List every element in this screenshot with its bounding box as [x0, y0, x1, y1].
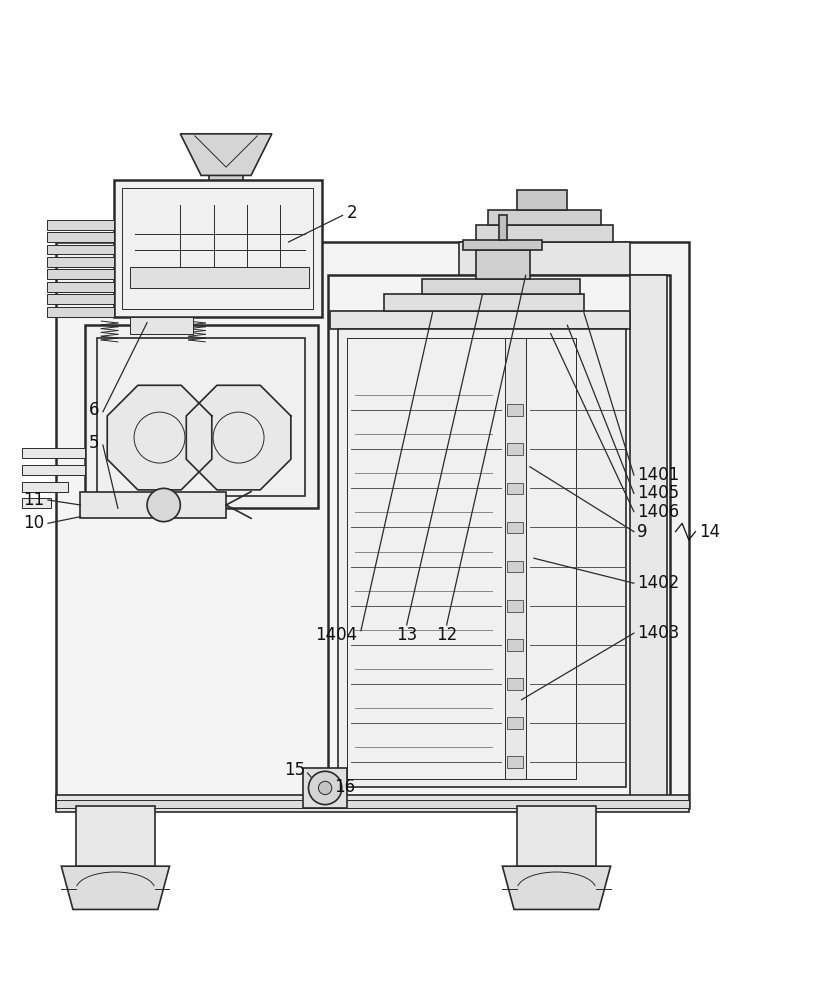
Text: 12: 12 — [436, 626, 458, 644]
Polygon shape — [186, 385, 291, 490]
Bar — [205, 198, 247, 205]
Bar — [507, 443, 524, 455]
Bar — [23, 465, 84, 475]
Bar — [459, 242, 630, 275]
Bar — [130, 317, 193, 334]
Bar — [303, 768, 347, 808]
Bar — [76, 806, 155, 866]
Text: 13: 13 — [396, 626, 418, 644]
Bar — [507, 639, 524, 651]
Polygon shape — [61, 866, 170, 909]
Polygon shape — [503, 866, 610, 909]
Bar — [488, 210, 600, 225]
Circle shape — [318, 781, 331, 795]
Bar — [630, 275, 667, 808]
Text: 1404: 1404 — [316, 626, 357, 644]
Bar — [80, 492, 226, 518]
Bar — [507, 678, 524, 690]
Text: 1402: 1402 — [637, 574, 680, 592]
Circle shape — [147, 488, 180, 522]
Bar — [47, 282, 114, 292]
Bar — [330, 311, 630, 329]
Bar — [56, 242, 689, 808]
Bar — [23, 448, 84, 458]
Bar — [47, 307, 114, 317]
Text: 14: 14 — [699, 523, 720, 541]
Bar — [463, 240, 543, 250]
Bar — [518, 190, 567, 210]
Bar — [122, 188, 313, 309]
Bar — [347, 338, 575, 779]
Bar — [384, 294, 584, 311]
Bar — [47, 294, 114, 304]
Text: 9: 9 — [637, 523, 648, 541]
Bar — [23, 482, 68, 492]
Bar — [47, 257, 114, 267]
Bar — [97, 338, 305, 496]
Bar — [338, 329, 625, 787]
Bar — [507, 483, 524, 494]
Text: 1406: 1406 — [637, 503, 680, 521]
Bar — [507, 404, 524, 416]
Bar — [84, 325, 317, 508]
Text: 1405: 1405 — [637, 484, 680, 502]
Polygon shape — [180, 134, 272, 175]
Bar — [23, 498, 51, 508]
Bar — [507, 522, 524, 533]
Bar — [499, 215, 508, 240]
Bar — [210, 175, 243, 200]
Text: 2: 2 — [347, 204, 357, 222]
Text: 5: 5 — [89, 434, 99, 452]
Bar — [518, 806, 596, 866]
Circle shape — [308, 771, 342, 805]
Bar — [130, 267, 309, 288]
Polygon shape — [107, 385, 212, 490]
Bar — [114, 180, 321, 317]
Bar — [47, 232, 114, 242]
Bar — [56, 800, 689, 808]
Bar — [47, 269, 114, 279]
Bar — [476, 225, 613, 242]
Bar — [507, 561, 524, 572]
Text: 10: 10 — [23, 514, 44, 532]
Text: 11: 11 — [23, 491, 44, 509]
Bar — [507, 717, 524, 729]
Text: 16: 16 — [334, 778, 356, 796]
Text: 6: 6 — [89, 401, 99, 419]
Bar — [56, 795, 689, 812]
Bar — [328, 275, 670, 808]
Bar — [47, 245, 114, 254]
Text: 15: 15 — [284, 761, 305, 779]
Bar — [507, 756, 524, 768]
Bar — [505, 338, 526, 779]
Text: 1401: 1401 — [637, 466, 680, 484]
Bar — [476, 250, 530, 279]
Bar — [422, 279, 579, 294]
Text: 1403: 1403 — [637, 624, 680, 642]
Bar — [507, 600, 524, 612]
Bar — [47, 220, 114, 230]
